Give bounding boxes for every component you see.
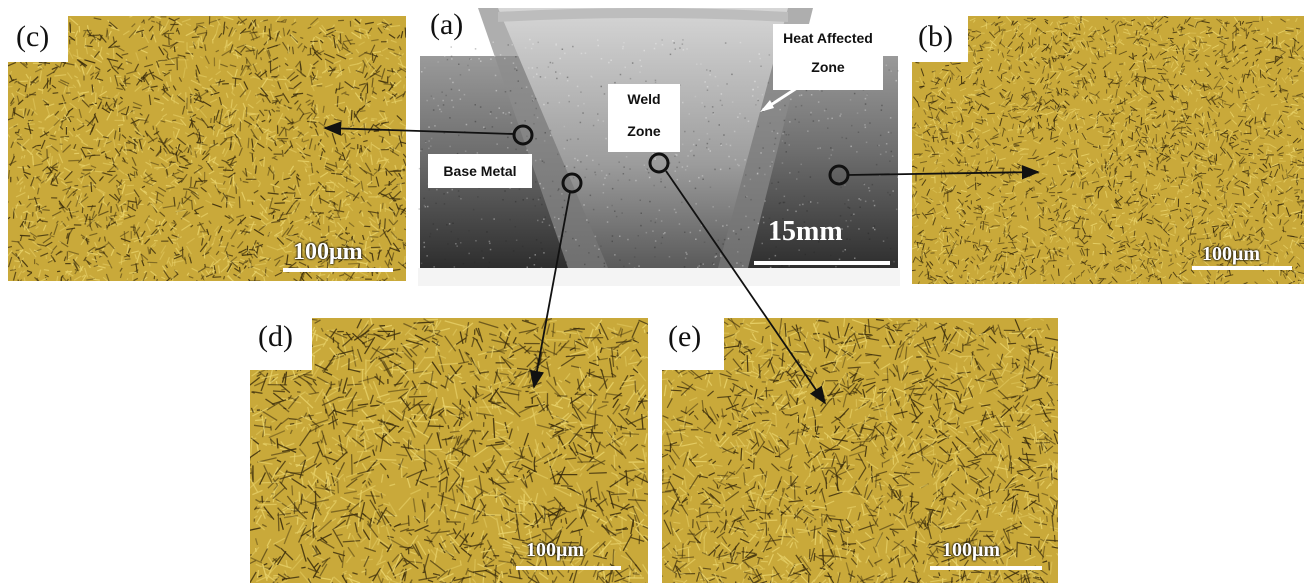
micrograph-panel-d: 100μm [250,318,648,583]
heat-affected-zone-label-line2: Zone [811,59,845,75]
panel-letter-mask-d [250,318,312,370]
micrograph-panel-c: 100μm [8,16,406,281]
micrograph-panel-e: 100μm [662,318,1058,583]
scale-bar-e [930,566,1042,570]
weld-zone-label-line1: Weld [627,91,661,107]
weld-zone-label-line2: Zone [627,123,661,139]
base-metal-label: Base Metal [428,154,532,188]
scale-bar-label-d: 100μm [526,539,584,561]
panel-letter-mask-b [912,16,968,62]
micrograph-texture-b [912,16,1304,284]
weld-zone-label: Weld Zone [608,84,680,152]
scale-bar-label-e: 100μm [942,539,1000,561]
scale-bar-label-a: 15mm [768,216,843,247]
panel-letter-d: (d) [258,320,293,353]
scale-bar-d [516,566,621,570]
scale-bar-b [1192,266,1292,270]
panel-letter-mask-c [8,16,68,62]
scale-bar-label-c: 100μm [293,239,363,265]
micrograph-texture-d [250,318,648,583]
heat-affected-zone-label-line1: Heat Affected [783,30,873,46]
panel-letter-b: (b) [918,20,953,53]
panel-letter-a: (a) [430,8,464,41]
macrograph-panel-a: Heat Affected Zone Weld Zone Base Metal … [418,8,900,286]
panel-letter-e: (e) [668,320,702,353]
scale-bar-label-b: 100μm [1202,243,1260,265]
panel-letter-c: (c) [16,20,50,53]
scale-bar-c [283,268,393,272]
micrograph-panel-b: 100μm [912,16,1304,284]
scale-bar-a [754,261,890,265]
micrograph-texture-e [662,318,1058,583]
heat-affected-zone-label: Heat Affected Zone [773,24,883,90]
